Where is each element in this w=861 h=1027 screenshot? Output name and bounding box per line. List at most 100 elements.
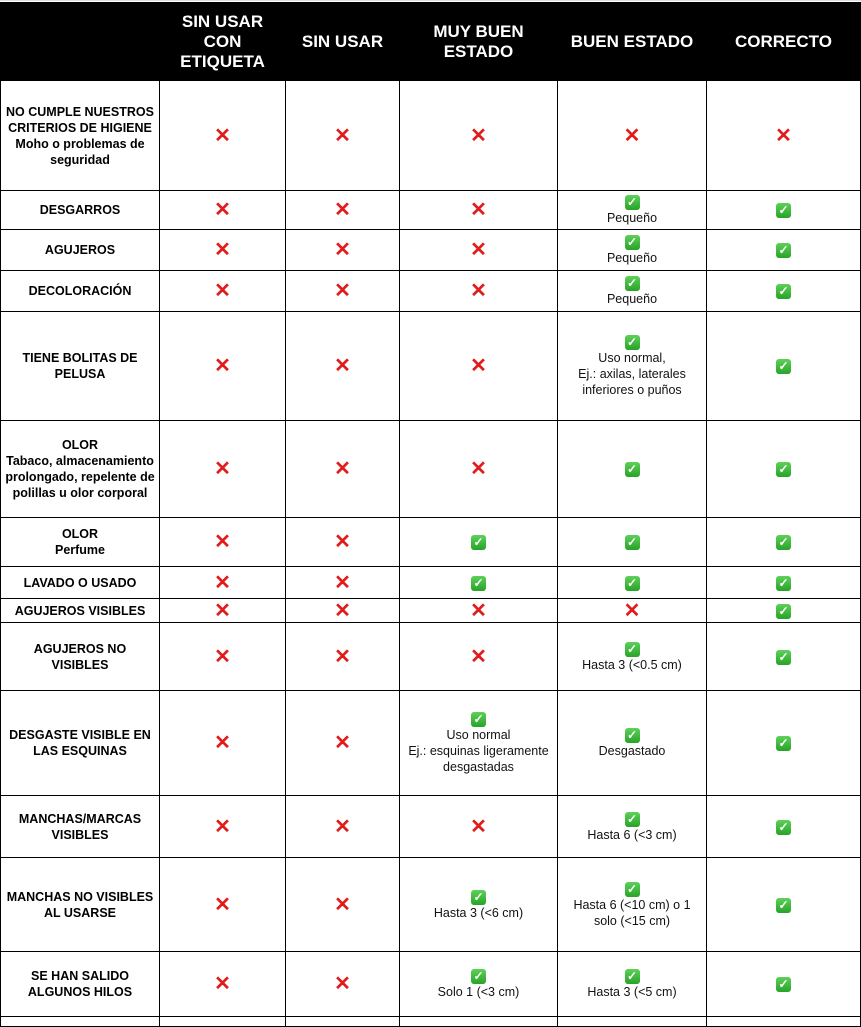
condition-cell: ✕ [159,229,286,271]
condition-cell: ✓ [399,517,558,567]
cross-icon: ✕ [470,458,487,480]
table-row: AGUJEROS VISIBLES ✕ ✕ ✕ ✕ ✓ [0,598,861,623]
cross-icon: ✕ [623,599,641,622]
row-label: MANCHAS/MARCAS VISIBLES [0,795,160,858]
condition-cell: ✕ [399,795,558,858]
check-icon: ✓ [776,977,791,993]
check-icon: ✓ [776,603,791,619]
check-icon: ✓ [776,819,791,835]
condition-cell: ✕ [285,311,400,421]
cell-note: Uso normal, Ej.: axilas, laterales infer… [578,351,686,398]
condition-cell: ✕ [285,690,400,796]
condition-cell: ✓ [557,420,707,518]
cross-icon: ✕ [334,280,351,302]
condition-cell: ✓ Hasta 3 (<6 cm) [399,857,558,952]
condition-cell: ✓ [706,229,861,271]
condition-cell: ✕ [159,517,286,567]
cross-icon: ✕ [470,239,487,261]
cross-icon: ✕ [334,732,351,754]
condition-cell: ✕ [159,311,286,421]
cross-icon: ✕ [470,355,487,377]
condition-cell: ✕ [159,857,286,952]
cell-note: Pequeño [606,292,658,307]
cross-icon: ✕ [470,599,487,622]
criterion-title: TIENE BOLITAS DE PELUSA [22,351,138,381]
table-row: AGUJEROS ✕ ✕ ✕ ✓ Pequeño ✓ [0,229,861,271]
table-row: DESGARROS ✕ ✕ ✕ ✓ Pequeño ✓ [0,190,861,230]
cell-note: Hasta 3 (<6 cm) [433,905,524,920]
check-icon: ✓ [776,897,791,913]
row-label: OLOR Tabaco, almacenamiento prolongado, r… [0,420,160,518]
table-row: MANCHAS/MARCAS VISIBLES ✕ ✕ ✕ ✓ Hasta 6 (<3 c… [0,795,861,858]
header-row: SIN USAR CON ETIQUETA SIN USAR MUY BUEN ES… [0,2,861,81]
cross-icon: ✕ [334,893,351,916]
row-label: AGUJEROS NO VISIBLES [0,622,160,691]
cross-icon: ✕ [214,355,231,377]
criterion-detail: Tabaco, almacenamiento prolongado, repel… [5,454,155,500]
cross-icon: ✕ [214,571,231,594]
condition-cell: ✓ [706,190,861,230]
condition-cell: ✕ [285,229,400,271]
condition-cell: ✕ [159,190,286,230]
condition-cell: ✓ Hasta 3 (<5 cm) [557,951,707,1017]
cross-icon: ✕ [470,199,487,221]
row-label: TIENE BOLITAS DE PELUSA [0,311,160,421]
empty-cell [159,1016,286,1027]
criterion-title: AGUJEROS [44,243,116,257]
condition-cell: ✕ [399,229,558,271]
cross-icon: ✕ [214,199,231,221]
check-icon: ✓ [624,728,640,744]
criterion-title: MANCHAS/MARCAS VISIBLES [18,811,142,842]
cross-icon: ✕ [334,599,351,622]
cross-icon: ✕ [334,355,351,377]
cross-icon: ✕ [334,973,351,995]
condition-cell: ✕ [159,270,286,312]
criterion-title: AGUJEROS VISIBLES [14,603,146,618]
criterion-title: DECOLORACIÓN [28,284,132,298]
table-row: LAVADO O USADO ✕ ✕ ✓ ✓ ✓ [0,566,861,599]
check-icon: ✓ [471,535,486,551]
check-icon: ✓ [624,575,640,591]
condition-cell: ✓ Pequeño [557,270,707,312]
table-row: SE HAN SALIDO ALGUNOS HILOS ✕ ✕ ✓ Solo 1 (<3… [0,951,861,1017]
cell-note: Uso normal Ej.: esquinas ligeramente des… [408,728,549,775]
condition-cell: ✓ [706,795,861,858]
cell-note: Hasta 3 (<5 cm) [587,985,677,1000]
condition-cell: ✕ [399,598,558,623]
check-icon: ✓ [776,535,791,551]
empty-cell [706,1016,861,1027]
cross-icon: ✕ [334,571,351,594]
check-icon: ✓ [776,203,791,219]
condition-cell: ✕ [399,80,558,191]
table-row: OLOR Tabaco, almacenamiento prolongado, r… [0,420,861,518]
condition-cell: ✓ Hasta 6 (<3 cm) [557,795,707,858]
check-icon: ✓ [624,195,640,211]
check-icon: ✓ [776,649,791,665]
cross-icon: ✕ [334,239,351,261]
cross-icon: ✕ [470,280,487,302]
table-row: NO CUMPLE NUESTROS CRITERIOS DE HIGIENE M… [0,80,861,191]
table-row: DESGASTE VISIBLE EN LAS ESQUINAS ✕ ✕ ✓ Uso n… [0,690,861,796]
cell-note: Solo 1 (<3 cm) [437,985,520,1000]
condition-cell: ✕ [159,598,286,623]
cross-icon: ✕ [334,531,351,553]
check-icon: ✓ [471,889,486,905]
row-label: DESGASTE VISIBLE EN LAS ESQUINAS [0,690,160,796]
check-icon: ✓ [471,712,486,728]
condition-cell: ✓ [557,566,707,599]
condition-cell: ✕ [159,420,286,518]
condition-cell: ✕ [285,517,400,567]
condition-cell: ✕ [285,566,400,599]
condition-cell: ✓ [706,951,861,1017]
cross-icon: ✕ [214,124,231,147]
condition-cell: ✓ Solo 1 (<3 cm) [399,951,558,1017]
column-header: MUY BUEN ESTADO [399,2,558,81]
condition-cell: ✓ [706,857,861,952]
table-row [0,1016,861,1027]
cell-note: Desgastado [598,744,666,759]
check-icon: ✓ [471,575,486,591]
check-icon: ✓ [471,969,486,985]
check-icon: ✓ [624,535,640,551]
check-icon: ✓ [624,276,640,292]
